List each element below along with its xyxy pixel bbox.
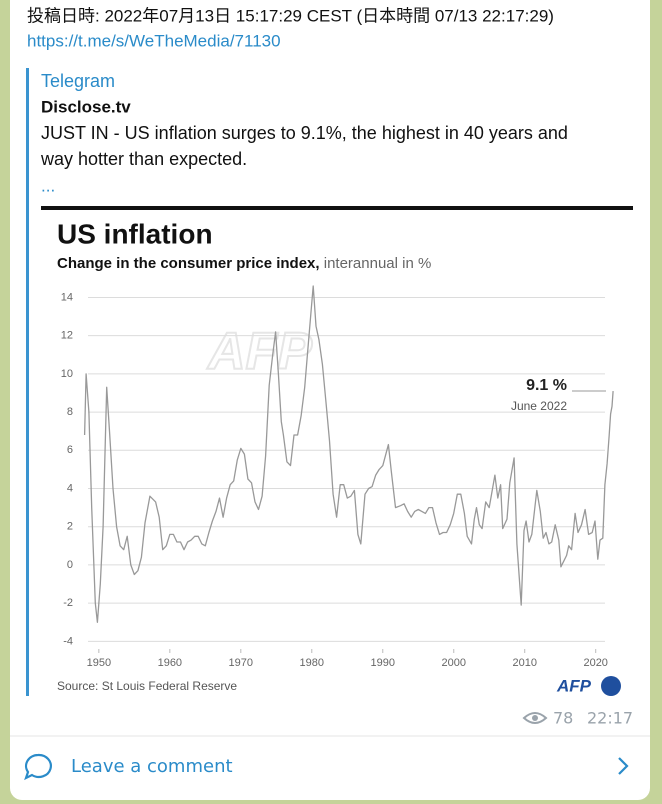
- comment-icon: [24, 753, 52, 781]
- eye-icon: [522, 712, 548, 724]
- x-tick-label: 1970: [229, 657, 253, 669]
- chart-title: US inflation: [57, 218, 213, 249]
- comment-label[interactable]: Leave a comment: [71, 756, 233, 777]
- subtitle-main: Change in the consumer price index,: [57, 255, 320, 272]
- y-tick-label: 12: [61, 330, 73, 342]
- read-more[interactable]: ...: [41, 176, 55, 195]
- y-tick-label: -4: [63, 635, 73, 647]
- data-line: [83, 285, 614, 623]
- x-tick-label: 1960: [158, 657, 182, 669]
- post-text: way hotter than expected.: [40, 149, 247, 169]
- comment-button[interactable]: Leave a comment: [24, 753, 629, 781]
- quote-bar: [26, 68, 29, 696]
- y-tick-label: 4: [67, 482, 73, 494]
- afp-logo: AFP: [556, 676, 592, 695]
- watermark: AFP: [206, 323, 312, 381]
- x-tick-label: 2010: [512, 657, 536, 669]
- x-tick-label: 1980: [300, 657, 324, 669]
- x-tick-label: 1990: [371, 657, 395, 669]
- post-link[interactable]: https://t.me/s/WeTheMedia/71130: [27, 31, 281, 50]
- y-tick-label: 0: [67, 559, 73, 571]
- y-tick-label: 2: [67, 521, 73, 533]
- annotation-note: June 2022: [511, 399, 567, 413]
- annotation: 9.1 %: [526, 377, 567, 394]
- chart-top-bar: [41, 206, 633, 210]
- subtitle-unit: interannual in %: [324, 255, 432, 272]
- eye-pupil: [532, 715, 538, 721]
- chart-source: Source: St Louis Federal Reserve: [57, 679, 237, 693]
- x-tick-label: 2000: [442, 657, 466, 669]
- posted-date: 投稿日時: 2022年07月13日 15:17:29 CEST (日本時間 07…: [27, 6, 554, 25]
- post-time: 22:17: [587, 709, 633, 728]
- quote-author: Disclose.tv: [41, 97, 131, 116]
- y-tick-label: 14: [61, 291, 73, 303]
- afp-logo-dot: [601, 676, 621, 696]
- x-tick-label: 2020: [583, 657, 607, 669]
- quote-source[interactable]: Telegram: [41, 71, 115, 91]
- chart-image: US inflation Change in the consumer pric…: [41, 206, 633, 700]
- views: 78 22:17: [522, 709, 633, 728]
- y-tick-label: 8: [67, 406, 73, 418]
- y-tick-label: 10: [61, 368, 73, 380]
- y-tick-label: 6: [67, 444, 73, 456]
- x-tick-label: 1950: [87, 657, 111, 669]
- chevron: [618, 757, 629, 775]
- chart-subtitle: Change in the consumer price index, inte…: [57, 255, 431, 272]
- post-text: JUST IN - US inflation surges to 9.1%, t…: [41, 123, 568, 143]
- y-tick-label: -2: [63, 597, 73, 609]
- view-count: 78: [553, 709, 573, 728]
- chart-bg: [41, 206, 633, 700]
